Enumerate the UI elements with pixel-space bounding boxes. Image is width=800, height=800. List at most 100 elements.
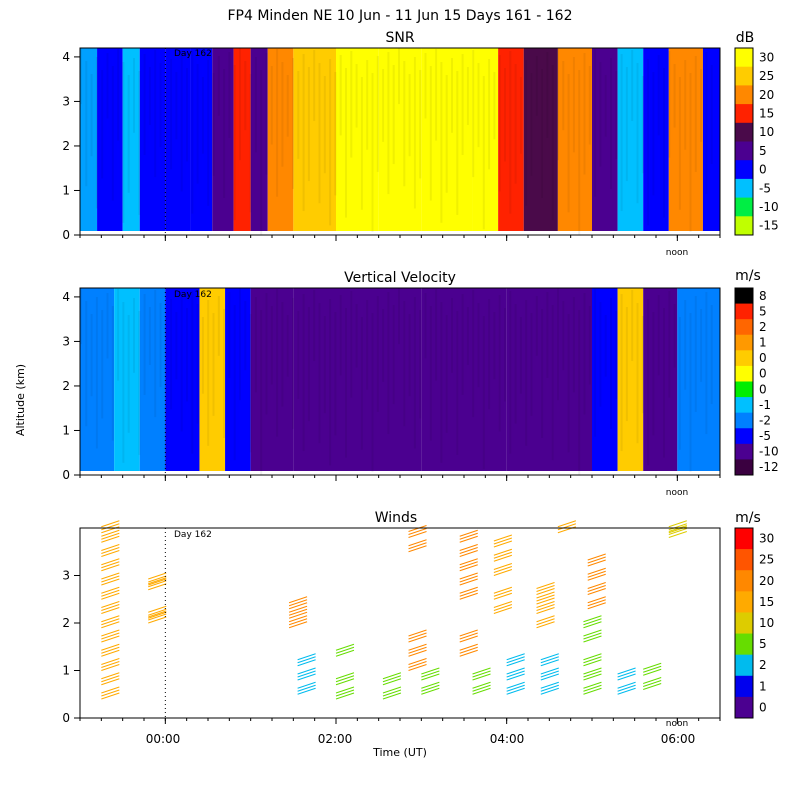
wind-barb	[148, 611, 167, 619]
heat-texture	[657, 55, 660, 136]
wind-barb	[583, 673, 602, 681]
wind-barb	[506, 667, 525, 675]
wind-barb	[408, 542, 427, 550]
wind-barb	[587, 573, 606, 581]
colorbar-swatch	[735, 612, 753, 635]
heat-texture	[143, 54, 146, 155]
heat-texture	[488, 299, 491, 410]
heat-band	[617, 48, 644, 231]
wind-barb	[493, 554, 513, 562]
wind-barb	[536, 591, 555, 599]
heat-texture	[355, 64, 358, 128]
heat-texture	[694, 56, 697, 172]
heat-texture	[175, 312, 178, 380]
wind-barb	[101, 646, 120, 654]
wind-barb	[583, 667, 602, 675]
snr-day-label: Day 162	[174, 49, 212, 59]
heat-texture	[313, 290, 316, 362]
colorbar-swatch	[735, 381, 753, 398]
heat-texture	[641, 316, 644, 414]
heat-texture	[509, 291, 512, 454]
heat-texture	[652, 312, 655, 436]
wind-barb	[617, 684, 636, 692]
wind-barb	[335, 678, 355, 686]
heat-texture	[594, 289, 597, 437]
wind-barb	[587, 588, 606, 595]
heat-texture	[196, 64, 199, 184]
wind-barb	[288, 596, 308, 604]
wind-barb	[583, 618, 602, 626]
wind-barb	[148, 578, 167, 586]
y-tick-label: 2	[62, 139, 70, 153]
wind-barb	[335, 689, 355, 697]
colorbar-label: 30	[759, 50, 774, 64]
heat-texture	[106, 53, 109, 119]
wind-barb	[101, 550, 120, 557]
wind-barb	[288, 611, 308, 619]
heat-texture	[334, 72, 337, 196]
heat-texture	[297, 311, 300, 399]
wind-barb	[506, 653, 525, 661]
heat-texture	[408, 74, 411, 157]
wind-barb	[101, 621, 120, 629]
wind-barb	[288, 599, 308, 607]
colorbar-label: 2	[759, 320, 767, 334]
heat-texture	[249, 314, 252, 453]
heat-texture	[466, 307, 469, 365]
wind-barb	[101, 635, 120, 643]
heat-texture	[636, 303, 639, 444]
wind-barb	[101, 564, 120, 572]
wind-barb	[493, 566, 513, 573]
heat-texture	[477, 303, 480, 388]
heat-texture	[530, 73, 533, 176]
wind-barb	[643, 662, 662, 670]
heat-texture	[292, 58, 294, 189]
heat-texture	[265, 293, 268, 415]
wind-barb	[408, 528, 427, 535]
wind-barb	[382, 675, 402, 683]
heat-texture	[705, 292, 708, 435]
heat-texture	[80, 48, 82, 105]
colorbar-label: -12	[759, 460, 779, 474]
heat-texture	[445, 75, 448, 193]
wind-barb	[101, 672, 120, 680]
heat-band	[165, 48, 191, 231]
heat-texture	[519, 77, 522, 154]
colorbar-label: 15	[759, 106, 774, 120]
heat-band	[643, 48, 669, 231]
wind-barb	[101, 678, 120, 686]
heat-band	[199, 288, 226, 471]
wind-barb	[536, 615, 555, 623]
heat-texture	[429, 66, 432, 201]
heat-texture	[148, 307, 151, 365]
colorbar-label: 0	[759, 382, 767, 396]
heat-texture	[111, 66, 114, 201]
figure-title: FP4 Minden NE 10 Jun - 11 Jun 15 Days 16…	[227, 8, 572, 24]
wind-barb	[459, 572, 478, 580]
wind-barb	[583, 621, 602, 629]
heat-band	[336, 288, 422, 471]
heat-texture	[106, 293, 109, 359]
colorbar-frame	[734, 287, 754, 476]
colorbar-swatch	[735, 412, 753, 429]
wind-barb	[587, 559, 606, 567]
heat-texture	[329, 299, 332, 466]
heat-texture	[615, 311, 618, 399]
wind-barb	[459, 561, 478, 569]
heat-band	[557, 48, 592, 231]
wind-barb	[583, 670, 602, 678]
wind-barb	[506, 684, 525, 692]
heat-texture	[313, 50, 316, 122]
heat-texture	[196, 304, 199, 424]
y-tick-label: 4	[62, 50, 70, 64]
heat-texture	[90, 314, 93, 397]
heat-texture	[95, 297, 98, 449]
wind-barb	[101, 523, 120, 531]
heat-texture	[477, 63, 480, 148]
colorbar-label: -5	[759, 429, 771, 443]
heat-texture	[297, 71, 300, 159]
heat-texture	[504, 68, 506, 162]
colorbar-label: 15	[759, 595, 774, 609]
heat-texture	[170, 299, 173, 410]
wind-barb	[288, 621, 308, 629]
